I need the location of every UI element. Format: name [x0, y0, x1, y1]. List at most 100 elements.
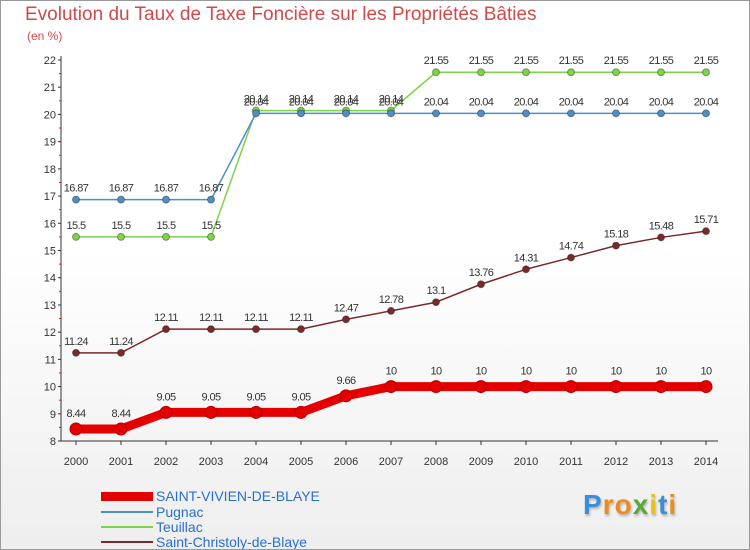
- data-point-pugnac: [477, 109, 485, 118]
- data-label-teuillac: 20.14: [244, 94, 269, 106]
- data-label-saint-vivien-de-blaye: 10: [520, 366, 532, 378]
- data-point-teuillac: [657, 68, 665, 77]
- data-label-teuillac: 20.14: [289, 94, 314, 106]
- data-label-pugnac: 16.87: [109, 183, 134, 195]
- x-tick-label: 2010: [514, 456, 538, 468]
- y-tick-label: 22: [44, 55, 56, 67]
- data-point-pugnac: [117, 195, 125, 204]
- y-tick-label: 21: [44, 82, 56, 94]
- data-point-saint-christoly-de-blaye: [657, 233, 665, 242]
- data-point-saint-vivien-de-blaye: [204, 405, 218, 419]
- data-label-teuillac: 21.55: [559, 55, 584, 67]
- data-label-saint-christoly-de-blaye: 12.11: [199, 312, 223, 324]
- data-label-pugnac: 20.04: [649, 96, 674, 108]
- data-label-pugnac: 16.87: [64, 183, 89, 195]
- data-point-pugnac: [72, 195, 80, 204]
- data-point-pugnac: [297, 109, 305, 118]
- data-point-teuillac: [477, 68, 485, 77]
- data-label-saint-vivien-de-blaye: 8.44: [66, 408, 85, 420]
- data-point-saint-vivien-de-blaye: [609, 380, 623, 394]
- data-label-teuillac: 21.55: [604, 55, 629, 67]
- data-point-saint-christoly-de-blaye: [252, 325, 260, 334]
- y-tick-label: 12: [44, 327, 56, 339]
- data-label-saint-christoly-de-blaye: 12.11: [154, 312, 178, 324]
- data-label-pugnac: 20.04: [559, 96, 584, 108]
- data-point-teuillac: [72, 232, 80, 241]
- data-point-pugnac: [207, 195, 215, 204]
- legend-swatch-teuillac: [101, 526, 153, 528]
- data-label-saint-christoly-de-blaye: 12.47: [334, 302, 359, 314]
- data-label-saint-vivien-de-blaye: 10: [655, 366, 667, 378]
- x-tick-label: 2007: [379, 456, 403, 468]
- data-point-saint-vivien-de-blaye: [69, 422, 83, 436]
- data-label-pugnac: 16.87: [154, 183, 179, 195]
- data-label-teuillac: 15.5: [66, 220, 85, 232]
- data-point-pugnac: [522, 109, 530, 118]
- data-point-saint-christoly-de-blaye: [432, 298, 440, 307]
- data-point-saint-christoly-de-blaye: [117, 348, 125, 357]
- data-point-teuillac: [117, 232, 125, 241]
- legend-label-teuillac: Teuillac: [156, 519, 203, 535]
- data-point-saint-christoly-de-blaye: [612, 241, 620, 250]
- data-label-pugnac: 16.87: [199, 183, 224, 195]
- data-point-saint-vivien-de-blaye: [294, 405, 308, 419]
- data-point-saint-christoly-de-blaye: [297, 325, 305, 334]
- x-tick-label: 2005: [289, 456, 313, 468]
- y-tick-label: 17: [44, 191, 56, 203]
- y-tick-label: 15: [44, 246, 56, 258]
- data-point-saint-christoly-de-blaye: [522, 265, 530, 274]
- x-tick-label: 2004: [244, 456, 268, 468]
- data-point-saint-vivien-de-blaye: [339, 389, 353, 403]
- x-tick-label: 2003: [199, 456, 223, 468]
- data-label-saint-christoly-de-blaye: 12.78: [379, 294, 404, 306]
- data-label-saint-christoly-de-blaye: 11.24: [64, 336, 88, 348]
- data-label-saint-christoly-de-blaye: 12.11: [289, 312, 313, 324]
- data-point-saint-christoly-de-blaye: [72, 348, 80, 357]
- x-tick-label: 2002: [154, 456, 178, 468]
- data-point-teuillac: [432, 68, 440, 77]
- data-point-saint-vivien-de-blaye: [654, 380, 668, 394]
- y-tick-label: 10: [44, 382, 56, 394]
- data-point-saint-christoly-de-blaye: [477, 280, 485, 289]
- data-point-teuillac: [207, 232, 215, 241]
- x-tick-label: 2014: [694, 456, 718, 468]
- data-point-pugnac: [387, 109, 395, 118]
- x-tick-label: 2001: [109, 456, 133, 468]
- legend-swatch-saint-christoly-de-blaye: [101, 541, 153, 543]
- x-tick-label: 2006: [334, 456, 358, 468]
- data-point-saint-vivien-de-blaye: [429, 380, 443, 394]
- data-point-pugnac: [567, 109, 575, 118]
- data-label-pugnac: 20.04: [379, 96, 404, 108]
- data-point-saint-christoly-de-blaye: [162, 325, 170, 334]
- data-point-saint-vivien-de-blaye: [519, 380, 533, 394]
- data-point-saint-vivien-de-blaye: [564, 380, 578, 394]
- data-point-saint-christoly-de-blaye: [387, 306, 395, 315]
- data-label-teuillac: 21.55: [514, 55, 539, 67]
- x-tick-label: 2008: [424, 456, 448, 468]
- data-point-pugnac: [252, 109, 260, 118]
- data-label-pugnac: 20.04: [424, 96, 449, 108]
- data-label-saint-vivien-de-blaye: 10: [610, 366, 622, 378]
- data-label-teuillac: 15.5: [201, 220, 220, 232]
- data-label-pugnac: 20.04: [514, 96, 539, 108]
- data-point-saint-vivien-de-blaye: [384, 380, 398, 394]
- data-label-saint-vivien-de-blaye: 9.66: [336, 375, 355, 387]
- y-tick-label: 14: [44, 273, 56, 285]
- y-tick-label: 16: [44, 218, 56, 230]
- data-label-saint-christoly-de-blaye: 14.31: [514, 252, 539, 264]
- y-tick-label: 20: [44, 109, 56, 121]
- series-line-saint-christoly-de-blaye: [75, 230, 707, 354]
- data-label-pugnac: 20.04: [469, 96, 494, 108]
- data-point-pugnac: [432, 109, 440, 118]
- legend-swatch-pugnac: [101, 511, 153, 513]
- data-label-saint-vivien-de-blaye: 10: [700, 366, 712, 378]
- data-point-teuillac: [522, 68, 530, 77]
- data-label-pugnac: 20.04: [244, 96, 269, 108]
- data-point-saint-vivien-de-blaye: [249, 405, 263, 419]
- data-point-saint-christoly-de-blaye: [207, 325, 215, 334]
- data-point-pugnac: [162, 195, 170, 204]
- data-label-saint-vivien-de-blaye: 10: [430, 366, 442, 378]
- data-label-saint-christoly-de-blaye: 15.18: [604, 229, 629, 241]
- data-point-saint-christoly-de-blaye: [342, 315, 350, 324]
